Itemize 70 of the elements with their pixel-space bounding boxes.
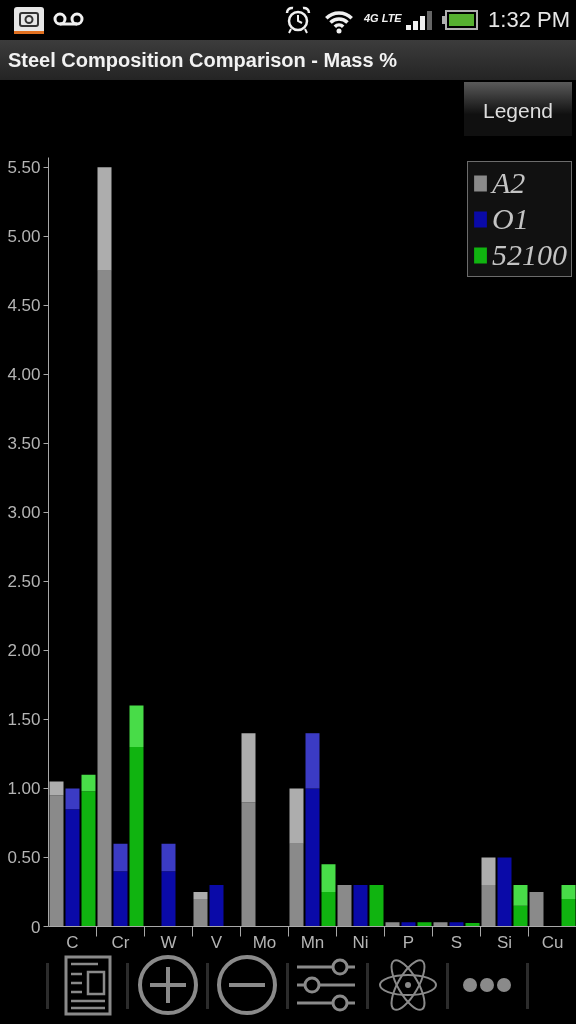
legend-label: 52100 <box>492 238 567 272</box>
bar <box>369 885 384 927</box>
bar <box>305 788 320 927</box>
bar <box>417 922 432 927</box>
bar <box>433 922 448 927</box>
x-tick-label: W <box>160 932 177 952</box>
bar <box>65 788 80 810</box>
y-tick-label: 5.00 <box>7 227 41 247</box>
chart-title: Steel Composition Comparison - Mass % <box>0 40 576 80</box>
bar <box>129 747 144 927</box>
bar <box>241 802 256 927</box>
bar <box>497 857 512 927</box>
bar <box>401 922 416 927</box>
bar <box>161 871 176 927</box>
bar <box>513 885 528 906</box>
x-tick-label: Si <box>496 932 513 952</box>
bar <box>81 774 96 792</box>
bar <box>513 905 528 927</box>
x-tick-label: Cu <box>541 932 564 952</box>
y-tick-label: 2.00 <box>7 641 41 661</box>
bar <box>209 885 224 927</box>
bar <box>305 733 320 789</box>
x-tick-label: Mn <box>300 932 325 952</box>
bar <box>321 864 336 892</box>
bar <box>129 705 144 748</box>
text: Legend <box>464 82 572 136</box>
bar <box>97 270 112 927</box>
bar <box>449 922 464 927</box>
y-tick-label: 2.50 <box>7 572 41 592</box>
bar <box>561 885 576 899</box>
bar <box>481 857 496 886</box>
text: 4G LTE <box>364 11 402 26</box>
y-tick-label: 0.50 <box>7 848 41 868</box>
bar <box>289 843 304 927</box>
text: 1:32 PM <box>488 6 570 34</box>
bar <box>113 871 128 927</box>
bar <box>561 898 576 927</box>
y-tick-label: 3.50 <box>7 434 41 454</box>
bar <box>289 788 304 844</box>
bar <box>481 885 496 927</box>
bar <box>65 809 80 927</box>
y-tick-label: 3.00 <box>7 503 41 523</box>
bar <box>161 843 176 872</box>
bar <box>241 733 256 803</box>
bar <box>113 843 128 872</box>
bar <box>97 167 112 271</box>
y-tick-label: 1.00 <box>7 779 41 799</box>
x-tick-label: S <box>450 932 463 952</box>
y-tick-label: 0 <box>31 917 41 937</box>
bar <box>193 898 208 927</box>
bar <box>337 885 352 927</box>
x-tick-label: Ni <box>352 932 369 952</box>
bar <box>49 795 64 927</box>
bar <box>81 791 96 927</box>
legend-label: O1 <box>492 202 529 236</box>
x-tick-label: P <box>402 932 415 952</box>
bar <box>193 891 208 899</box>
y-tick-label: 4.00 <box>7 365 41 385</box>
bar <box>353 885 368 927</box>
bar <box>529 891 544 927</box>
x-tick-label: Mo <box>252 932 277 952</box>
y-tick-label: 5.50 <box>7 158 41 178</box>
y-tick-label: 1.50 <box>7 710 41 730</box>
y-tick-label: 4.50 <box>7 296 41 316</box>
bar <box>385 922 400 927</box>
legend-label: A2 <box>492 166 526 200</box>
x-tick-label: Cr <box>111 932 130 952</box>
x-tick-label: V <box>210 932 223 952</box>
x-tick-label: C <box>66 932 79 952</box>
bar <box>321 891 336 927</box>
